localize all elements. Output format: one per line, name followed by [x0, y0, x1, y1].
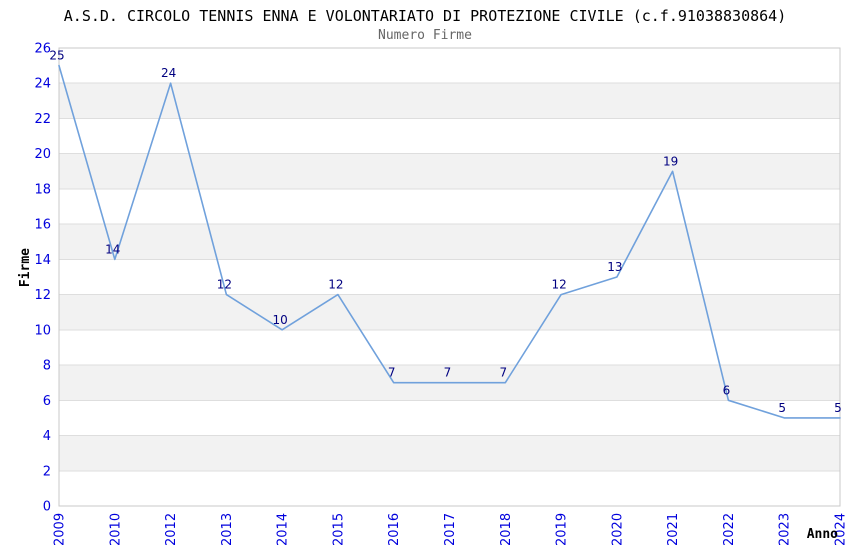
value-label: 14 [105, 242, 120, 256]
value-label: 10 [272, 313, 287, 327]
y-tick-label: 8 [43, 359, 51, 374]
x-tick-label: 2021 [666, 513, 681, 546]
value-label: 12 [217, 278, 232, 292]
background-band [59, 153, 840, 189]
y-tick-label: 22 [34, 112, 51, 127]
x-tick-label: 2023 [778, 513, 793, 546]
line-series [58, 64, 841, 419]
x-tick-label: 2022 [722, 513, 737, 546]
background-band [59, 294, 840, 330]
y-tick-label: 2 [43, 464, 51, 479]
chart-subtitle: Numero Firme [378, 28, 472, 43]
value-label: 12 [328, 278, 343, 292]
value-label: 7 [388, 366, 396, 380]
x-tick-label: 2012 [164, 513, 179, 546]
y-tick-label: 14 [34, 253, 51, 268]
chart-title: A.S.D. CIRCOLO TENNIS ENNA E VOLONTARIAT… [63, 7, 787, 25]
background-band [59, 224, 840, 260]
value-label: 25 [49, 49, 64, 63]
x-tick-label: 2020 [610, 513, 625, 546]
y-tick-label: 10 [34, 323, 51, 338]
value-label: 6 [723, 383, 731, 397]
background-band [59, 83, 840, 119]
x-tick-label: 2013 [220, 513, 235, 546]
x-tick-label: 2015 [331, 513, 346, 546]
x-tick-label: 2024 [834, 513, 849, 546]
y-tick-label: 0 [43, 500, 51, 515]
x-tick-label: 2018 [499, 513, 514, 546]
x-tick-label: 2019 [555, 513, 570, 546]
x-axis-title: Anno [806, 527, 838, 542]
value-label: 19 [663, 154, 678, 168]
x-tick-label: 2009 [53, 513, 68, 546]
x-tick-label: 2016 [387, 513, 402, 546]
value-label: 24 [161, 66, 176, 80]
value-label: 7 [444, 366, 452, 380]
y-tick-label: 4 [43, 429, 51, 444]
plot-border [58, 47, 841, 507]
x-tick-label: 2014 [276, 513, 291, 546]
y-tick-label: 6 [43, 394, 51, 409]
y-tick-label: 12 [34, 288, 51, 303]
y-tick-label: 16 [34, 218, 51, 233]
x-tick-label: 2017 [443, 513, 458, 546]
value-label: 13 [607, 260, 622, 274]
value-label: 5 [778, 401, 786, 415]
value-label: 12 [551, 278, 566, 292]
value-label: 7 [499, 366, 507, 380]
value-label: 5 [834, 401, 842, 415]
y-tick-label: 24 [34, 77, 51, 92]
y-tick-label: 20 [34, 147, 51, 162]
y-tick-label: 26 [34, 42, 51, 57]
x-tick-label: 2010 [108, 513, 123, 546]
background-band [59, 435, 840, 471]
y-tick-label: 18 [34, 182, 51, 197]
